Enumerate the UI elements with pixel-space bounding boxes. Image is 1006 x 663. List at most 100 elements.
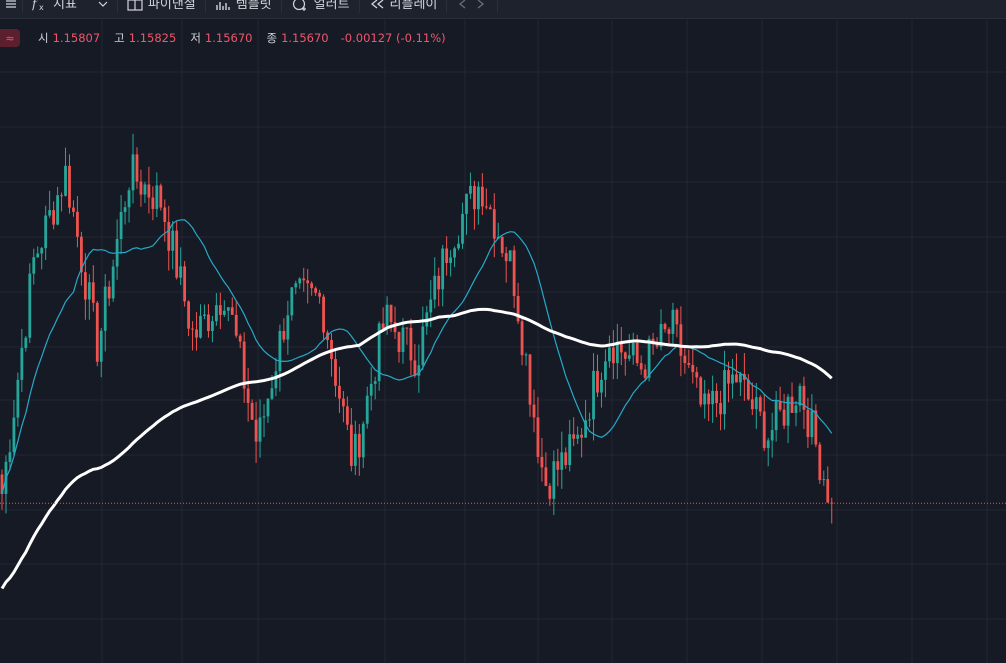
candle-body xyxy=(544,467,548,486)
candle-body xyxy=(131,154,135,191)
candle-body xyxy=(171,230,175,251)
candle-body xyxy=(524,354,528,356)
candle-body xyxy=(393,322,397,333)
candle-body xyxy=(103,286,107,331)
candle-body xyxy=(417,365,421,376)
candle-body xyxy=(766,440,770,449)
candle-body xyxy=(314,288,318,293)
low-label: 저 xyxy=(190,31,201,45)
toolbar-item-alert[interactable]: 얼러트 xyxy=(282,0,360,13)
wave-icon[interactable]: ≈ xyxy=(0,29,20,47)
candle-body xyxy=(52,210,56,225)
toolbar-item-template[interactable]: 템플릿 xyxy=(206,0,282,13)
candle-body xyxy=(56,195,59,225)
candle-body xyxy=(107,286,111,299)
candle-body xyxy=(604,361,607,380)
candle-body xyxy=(580,434,584,438)
candle-body xyxy=(778,401,782,410)
change-value: -0.00127 (-0.11%) xyxy=(340,31,446,45)
candle-body xyxy=(302,278,306,281)
candle-body xyxy=(250,402,254,420)
template-icon xyxy=(215,0,231,11)
candle-body xyxy=(72,207,75,212)
candle-body xyxy=(814,410,818,445)
candle-body xyxy=(195,329,198,338)
toolbar-label: 얼러트 xyxy=(313,0,350,12)
candle-body xyxy=(83,272,87,300)
candle-body xyxy=(536,417,540,457)
toolbar-item-fx[interactable]: f x 지표 xyxy=(23,0,118,13)
candle-body xyxy=(639,363,643,370)
candle-body xyxy=(242,341,246,389)
candle-body xyxy=(95,302,99,362)
undo-redo-icon xyxy=(456,0,488,11)
candle-body xyxy=(786,396,790,426)
candle-body xyxy=(385,304,389,329)
candle-body xyxy=(512,250,516,296)
ohlc-legend: ≈ 시 1.15807 고 1.15825 저 1.15670 종 1.1567… xyxy=(0,29,446,47)
candle-body xyxy=(532,404,536,418)
candle-body xyxy=(719,403,722,415)
candle-body xyxy=(492,209,496,239)
candle-body xyxy=(822,479,826,481)
candle-body xyxy=(369,383,373,396)
candle-body xyxy=(234,314,238,336)
toolbar-label: 지표 xyxy=(53,0,77,12)
svg-text:f: f xyxy=(32,0,39,11)
candle-body xyxy=(353,433,357,466)
toolbar-label: 템플릿 xyxy=(235,0,272,12)
candle-body xyxy=(334,359,337,386)
candle-body xyxy=(647,338,651,378)
candle-body xyxy=(596,370,599,393)
candle-body xyxy=(758,397,762,412)
toolbar-item-replay[interactable]: 리플레이 xyxy=(360,0,448,13)
candle-body xyxy=(203,314,206,316)
candle-body xyxy=(739,373,742,383)
candle-body xyxy=(655,344,659,347)
candle-body xyxy=(80,236,83,273)
candle-body xyxy=(552,461,556,499)
candle-body xyxy=(254,419,258,442)
candle-body xyxy=(473,185,476,210)
candle-body xyxy=(437,275,441,290)
candle-body xyxy=(270,388,274,399)
candle-body xyxy=(111,266,115,299)
candle-body xyxy=(711,390,715,405)
candle-body xyxy=(246,388,250,403)
candle-body xyxy=(818,444,822,481)
candle-body xyxy=(119,211,123,240)
candle-body xyxy=(548,485,552,499)
candle-body xyxy=(663,323,667,330)
candle-body xyxy=(445,248,449,263)
toolbar-item-undo-redo[interactable] xyxy=(447,0,499,13)
candle-body xyxy=(191,328,194,330)
candle-body xyxy=(611,347,615,364)
toolbar-item-layout[interactable]: 파이낸셜 xyxy=(118,0,206,13)
candle-body xyxy=(691,364,695,373)
candle-body xyxy=(310,283,314,289)
candle-body xyxy=(32,257,36,274)
candle-body xyxy=(429,299,433,313)
close-value: 1.15670 xyxy=(281,31,329,45)
candle-body xyxy=(480,186,484,207)
candle-body xyxy=(556,461,560,470)
candle-body xyxy=(810,410,814,438)
candle-body xyxy=(163,207,167,222)
candle-body xyxy=(282,330,286,340)
candle-body xyxy=(576,434,580,439)
candle-body xyxy=(48,210,52,216)
candle-body xyxy=(8,452,12,462)
candle-body xyxy=(826,479,830,503)
ma-short-line xyxy=(1,219,833,495)
candle-body xyxy=(274,371,278,389)
candle-body xyxy=(381,323,385,329)
candle-body xyxy=(608,347,611,362)
candle-body xyxy=(735,374,738,383)
candle-body xyxy=(750,399,754,410)
candle-body xyxy=(584,420,587,438)
candle-body xyxy=(762,411,766,449)
candle-body xyxy=(600,379,603,393)
toolbar-item-menu[interactable] xyxy=(0,0,23,13)
chart-toolbar: f x 지표 파이낸셜 템플릿 얼러트 리플레이 xyxy=(0,0,1006,19)
